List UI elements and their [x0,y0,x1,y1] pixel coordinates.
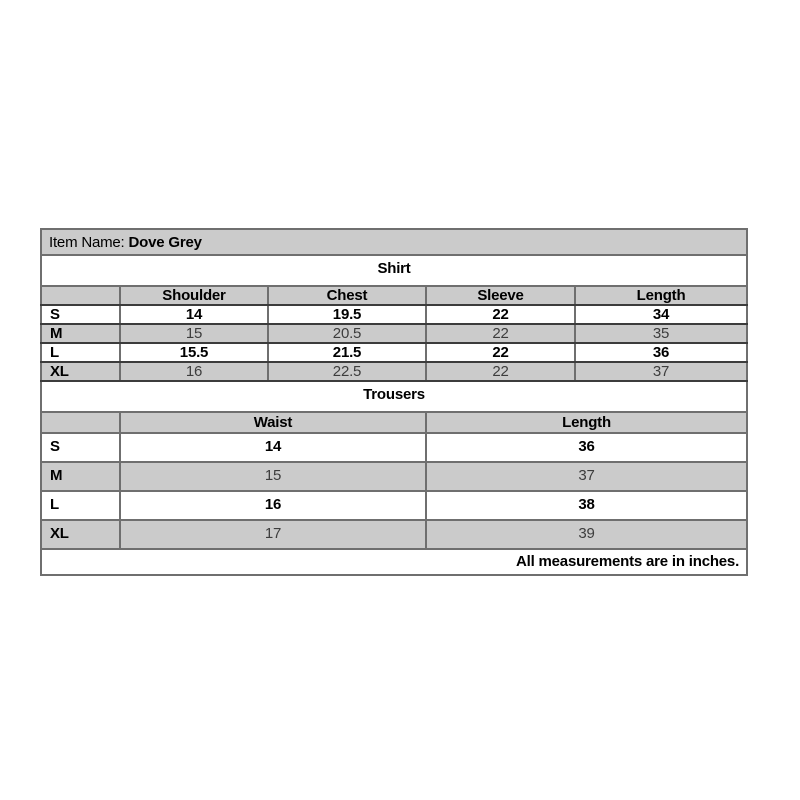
size-chart: Item Name: Dove Grey Shirt Shoulder Chest… [39,228,749,576]
shirt-col-header-chest: Chest [267,285,427,306]
shirt-l-chest: 21.5 [267,342,427,363]
trousers-size-s: S [40,432,121,463]
shirt-row-m: M 15 20.5 22 35 [40,323,749,344]
trousers-xl-waist: 17 [119,519,427,550]
item-name-label: Item Name: [49,233,125,251]
shirt-s-sleeve: 22 [425,304,576,325]
trousers-col-header-length: Length [424,411,749,434]
trousers-l-waist: 16 [119,490,427,521]
shirt-l-sleeve: 22 [425,342,576,363]
trousers-header-empty-cell [40,411,121,434]
trousers-row-s: S 14 36 [40,432,749,463]
trousers-row-l: L 16 38 [40,490,749,521]
shirt-s-chest: 19.5 [267,304,427,325]
trousers-size-xl: XL [40,519,121,550]
shirt-size-l: L [40,342,121,363]
trousers-section-title: Trousers [39,380,749,413]
size-chart-table: Item Name: Dove Grey Shirt Shoulder Chest… [39,228,749,576]
shirt-section-title-row: Shirt [39,254,749,287]
shirt-xl-chest: 22.5 [267,361,427,382]
shirt-header-empty-cell [40,285,121,306]
shirt-size-m: M [40,323,121,344]
shirt-header-row: Shoulder Chest Sleeve Length [40,285,749,306]
shirt-col-header-sleeve: Sleeve [425,285,576,306]
trousers-xl-length: 39 [424,519,749,550]
trousers-size-l: L [40,490,121,521]
trousers-header-row: Waist Length [40,411,749,434]
trousers-row-xl: XL 17 39 [40,519,749,550]
shirt-m-sleeve: 22 [425,323,576,344]
shirt-xl-length: 37 [573,361,749,382]
trousers-col-header-waist: Waist [119,411,427,434]
item-name-cell: Item Name: Dove Grey [39,228,749,256]
shirt-xl-sleeve: 22 [425,361,576,382]
trousers-s-waist: 14 [119,432,427,463]
footer-note: All measurements are in inches. [39,548,749,576]
footer-note-row: All measurements are in inches. [39,548,749,576]
shirt-size-s: S [40,304,121,325]
shirt-col-header-length: Length [573,285,749,306]
shirt-l-length: 36 [573,342,749,363]
shirt-size-xl: XL [40,361,121,382]
shirt-s-shoulder: 14 [119,304,269,325]
shirt-s-length: 34 [573,304,749,325]
shirt-m-shoulder: 15 [119,323,269,344]
trousers-l-length: 38 [424,490,749,521]
item-name-row: Item Name: Dove Grey [39,228,749,256]
shirt-section-title: Shirt [39,254,749,287]
shirt-m-chest: 20.5 [267,323,427,344]
trousers-row-m: M 15 37 [40,461,749,492]
trousers-section-title-row: Trousers [39,380,749,413]
trousers-s-length: 36 [424,432,749,463]
shirt-col-header-shoulder: Shoulder [119,285,269,306]
item-name-value: Dove Grey [128,233,202,251]
trousers-size-m: M [40,461,121,492]
shirt-l-shoulder: 15.5 [119,342,269,363]
shirt-row-l: L 15.5 21.5 22 36 [40,342,749,363]
trousers-m-waist: 15 [119,461,427,492]
trousers-m-length: 37 [424,461,749,492]
shirt-m-length: 35 [573,323,749,344]
shirt-row-s: S 14 19.5 22 34 [40,304,749,325]
shirt-xl-shoulder: 16 [119,361,269,382]
shirt-row-xl: XL 16 22.5 22 37 [40,361,749,382]
